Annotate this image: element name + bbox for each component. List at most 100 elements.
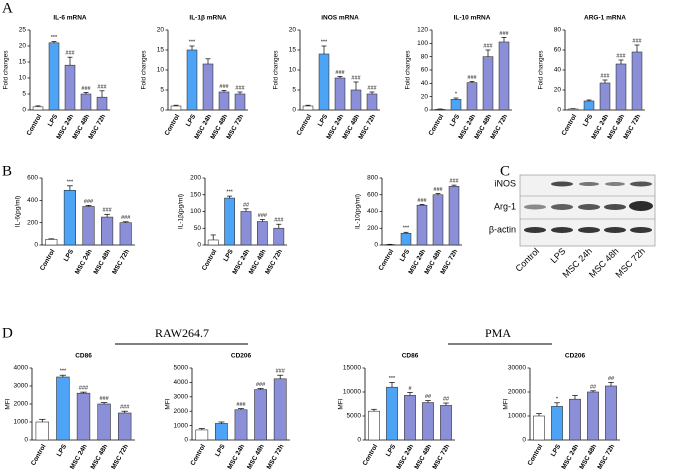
x-tick-label: MSC 48h	[578, 443, 598, 470]
significance-label: ##	[608, 376, 615, 382]
y-axis-label: IL-6(pg/ml)	[15, 196, 22, 227]
y-axis-label: IL-1β(pg/ml)	[178, 194, 185, 229]
x-tick-label: MSC 72h	[431, 443, 451, 470]
x-tick-label: MSC 72h	[111, 248, 131, 275]
bar	[202, 63, 214, 111]
x-tick-label: MSC 72h	[266, 443, 286, 470]
y-axis-label: Fold changes	[405, 50, 412, 90]
chart-title: IL-1β mRNA	[189, 15, 226, 22]
x-tick-label: MSC 24h	[74, 248, 94, 275]
significance-label: ###	[600, 73, 610, 79]
chart-title: IL-6 mRNA	[53, 15, 87, 22]
bar	[195, 429, 209, 441]
significance-label: ***	[189, 39, 196, 45]
x-tick-label: Control	[362, 443, 380, 467]
bar	[118, 412, 132, 441]
y-axis-label: IL-10(pg/ml)	[355, 194, 362, 229]
y-tick-label: 600	[367, 191, 378, 198]
bar	[273, 227, 285, 246]
significance-label: ###	[467, 75, 477, 81]
significance-label: ###	[97, 84, 107, 90]
bar	[416, 204, 428, 246]
x-tick-label: LPS	[222, 248, 235, 263]
significance-label: #	[408, 386, 412, 392]
y-tick-label: 10000	[508, 413, 526, 420]
bar	[440, 405, 452, 441]
bar	[76, 392, 91, 441]
bar	[234, 93, 246, 111]
x-tick-label: LPS	[317, 113, 330, 128]
y-tick-label: 40	[421, 80, 429, 87]
panel-label: A	[2, 0, 13, 16]
significance-label: ###	[120, 405, 130, 411]
y-axis-label: MFI	[165, 398, 172, 409]
bar	[599, 82, 611, 111]
x-tick-label: MSC 24h	[560, 443, 580, 470]
chart-title: IL-10 mRNA	[454, 15, 491, 22]
y-tick-label: 0	[24, 437, 28, 444]
y-tick-label: 25	[19, 27, 27, 34]
chart-title: CD206	[231, 353, 252, 360]
significance-label: ###	[616, 53, 626, 59]
y-tick-label: 60	[421, 67, 429, 74]
y-tick-label: 1000	[14, 419, 29, 426]
y-tick-label: 80	[421, 53, 429, 60]
y-axis-label: Fold changes	[538, 50, 545, 90]
significance-label: ##	[443, 396, 450, 402]
panel-label: B	[2, 163, 12, 179]
significance-label: ###	[351, 75, 361, 81]
bar	[45, 239, 58, 246]
bar	[63, 189, 76, 246]
significance-label: ***	[60, 369, 67, 375]
bar	[386, 386, 398, 441]
significance-label: ###	[632, 38, 642, 44]
x-tick-label: MSC 48h	[93, 248, 113, 275]
x-tick-label: LPS	[550, 443, 563, 458]
y-tick-label: 20	[554, 87, 562, 94]
y-tick-label: 0	[197, 242, 201, 249]
significance-label: ###	[276, 369, 286, 375]
y-axis-label: MFI	[338, 398, 345, 409]
bar	[234, 409, 248, 441]
significance-label: ###	[483, 43, 493, 49]
chart-title: iNOS mRNA	[321, 15, 359, 22]
y-tick-label: 0	[424, 107, 428, 114]
y-tick-label: 2000	[174, 408, 189, 415]
x-tick-label: LPS	[214, 443, 227, 458]
y-tick-label: 80	[554, 27, 562, 34]
y-tick-label: 50	[194, 225, 202, 232]
bar	[567, 108, 579, 111]
significance-label: ***	[321, 39, 328, 45]
blot-lane-label: Control	[514, 246, 542, 274]
y-tick-label: 5000	[174, 365, 189, 372]
y-tick-label: 30000	[508, 365, 526, 372]
bar	[450, 99, 462, 111]
chart-title: CD86	[75, 353, 92, 360]
bar	[64, 64, 76, 111]
bar	[302, 105, 314, 111]
y-axis-label: Fold changes	[3, 50, 10, 90]
y-tick-label: 5	[292, 87, 296, 94]
y-tick-label: 0	[522, 437, 526, 444]
y-tick-label: 200	[367, 225, 378, 232]
y-tick-label: 150	[190, 191, 201, 198]
x-tick-label: Control	[561, 113, 579, 137]
blot-row-label: β-actin	[489, 224, 516, 234]
y-tick-label: 5000	[347, 413, 362, 420]
x-tick-label: MSC 48h	[246, 443, 266, 470]
significance-label: ***	[389, 376, 396, 382]
y-tick-label: 40	[554, 67, 562, 74]
bar	[207, 239, 219, 246]
y-tick-label: 3000	[14, 383, 29, 390]
x-tick-label: MSC 48h	[413, 443, 433, 470]
y-tick-label: 400	[367, 208, 378, 215]
chart-title: CD206	[565, 353, 586, 360]
y-tick-label: 10	[19, 75, 27, 82]
chart-title: ARG-1 mRNA	[584, 15, 626, 22]
x-tick-label: Control	[26, 113, 44, 137]
significance-label: ###	[121, 215, 131, 221]
blot-row-label: iNOS	[494, 178, 516, 188]
significance-label: ###	[449, 179, 459, 185]
x-tick-label: Control	[30, 443, 48, 467]
x-tick-label: LPS	[399, 248, 412, 263]
